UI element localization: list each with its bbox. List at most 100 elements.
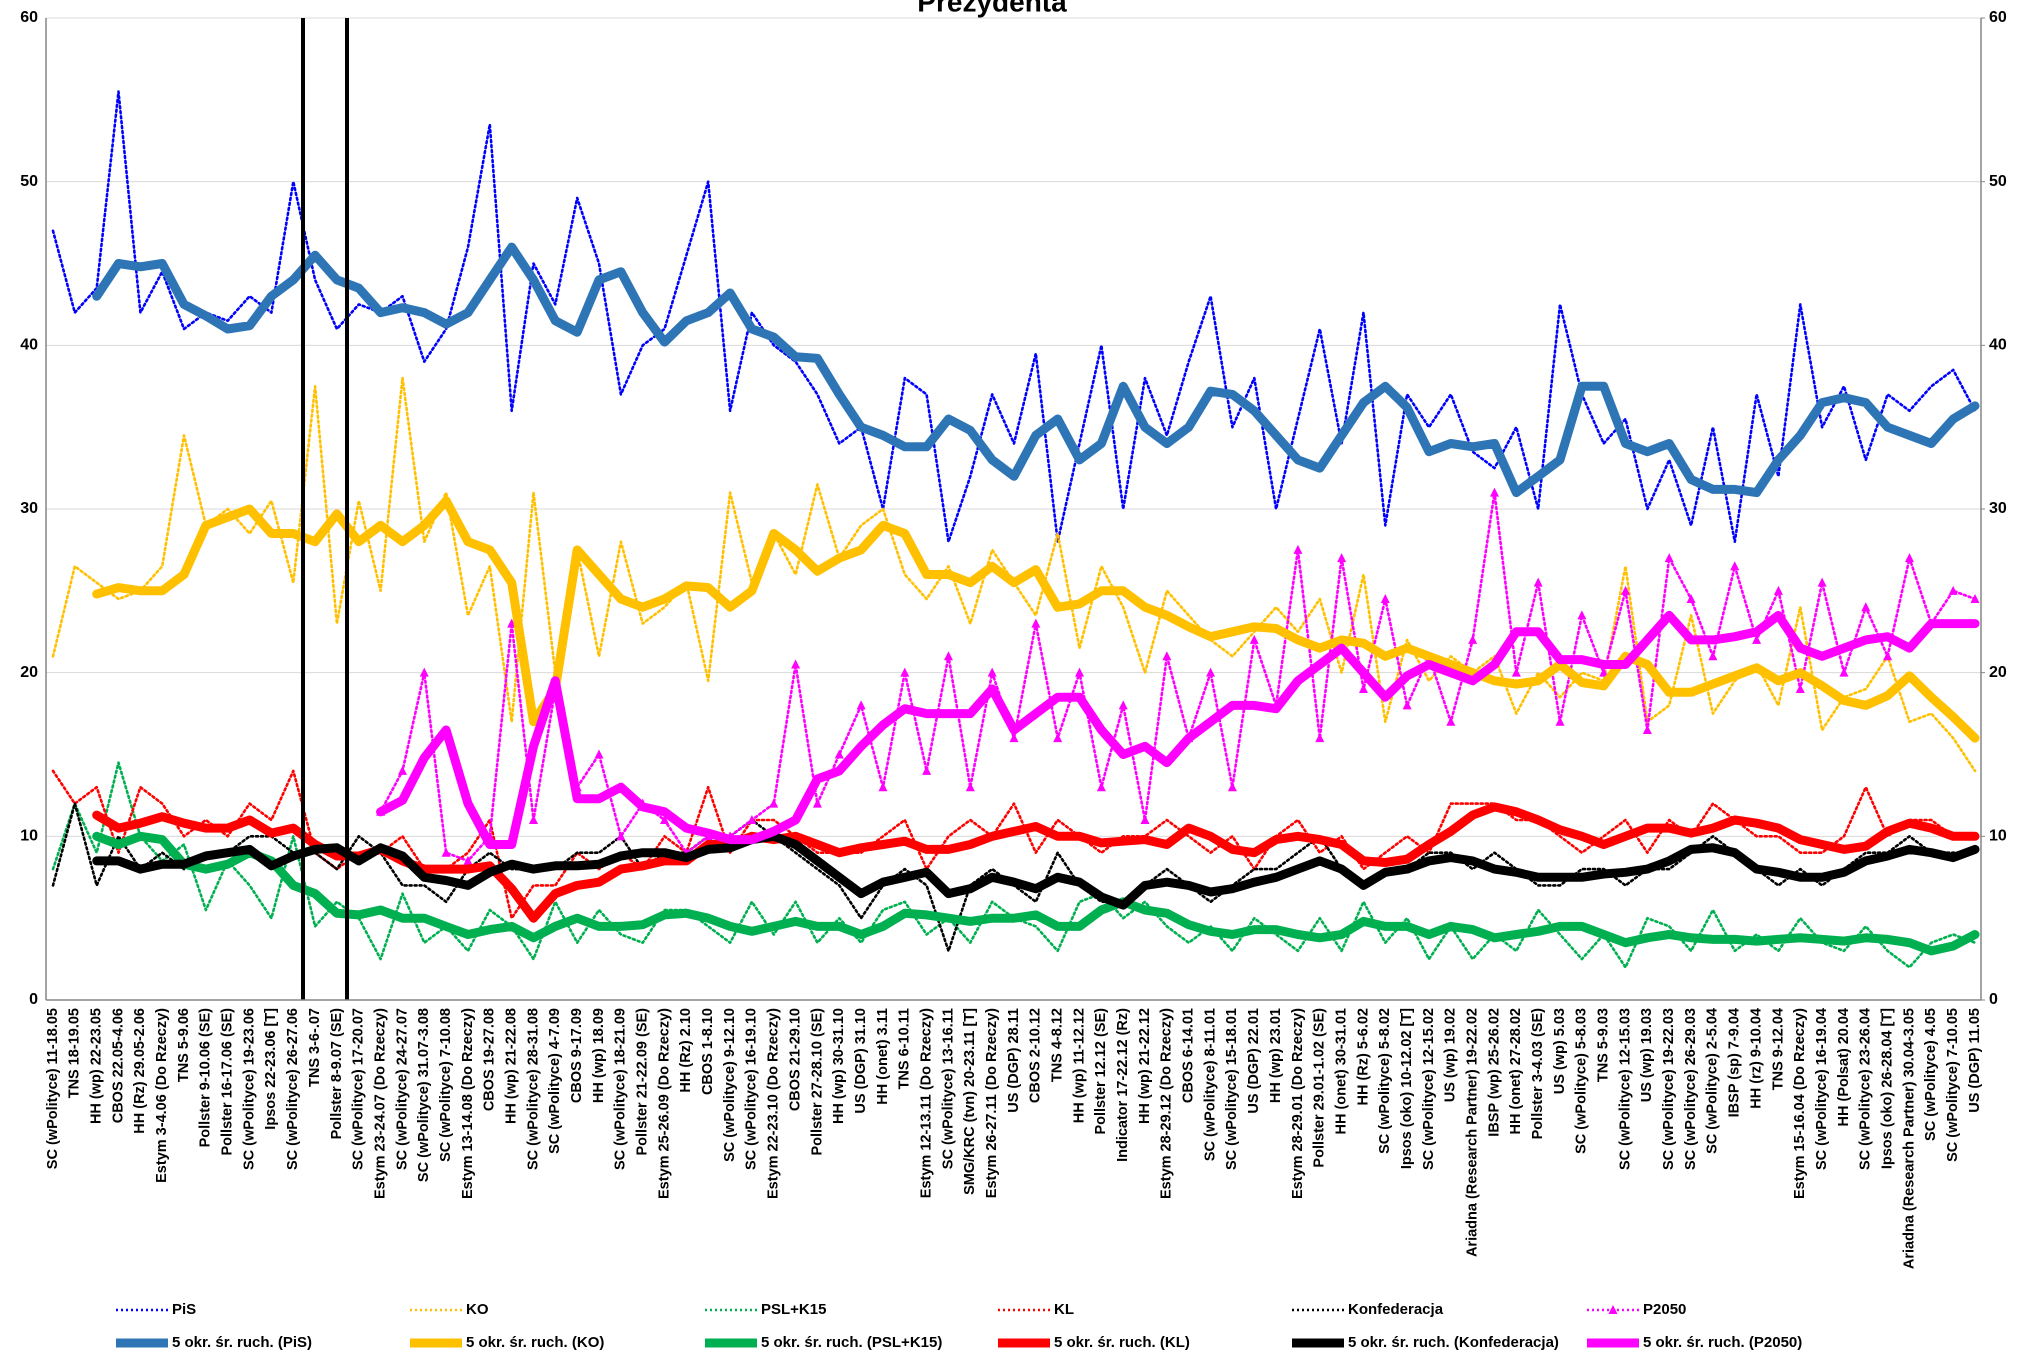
- x-tick-label: US (DGP) 22.01: [1246, 1008, 1262, 1114]
- triangle-marker: [1446, 716, 1456, 726]
- x-tick-label: Pollster 27-28.10 (SE): [809, 1008, 825, 1156]
- x-tick-label: SC (wPolityce) 15-18.01: [1224, 1008, 1240, 1170]
- x-tick-label: SMG/KRC (tvn) 20-23.11 [T]: [962, 1008, 978, 1195]
- triangle-marker: [1533, 577, 1543, 587]
- triangle-marker: [1468, 634, 1478, 644]
- x-tick-label: Ipsos 22-23.06 [T]: [263, 1008, 279, 1130]
- x-tick-label: SC (wPolityce) 2-5.04: [1705, 1008, 1721, 1154]
- x-tick-label: TNS 9-12.04: [1770, 1008, 1786, 1090]
- x-tick-label: Estym 15-16.04 (Do Rzeczy): [1792, 1008, 1808, 1199]
- x-tick-label: SC (wPolityce) 19-22.03: [1661, 1008, 1677, 1170]
- legend-label: 5 okr. śr. ruch. (P2050): [1643, 1334, 1802, 1351]
- x-tick-label: Indicator 17-22.12 (Rz): [1115, 1008, 1131, 1162]
- x-tick-label: HH (Rz) 29.05-2.06: [132, 1008, 148, 1134]
- grid: [46, 17, 1981, 1001]
- triangle-marker: [1227, 782, 1237, 792]
- x-tick-label: SC (wPolityce) 13-16.11: [940, 1008, 956, 1169]
- y2-tick-label: 60: [1989, 9, 2007, 26]
- x-tick-label: US (wp) 5.03: [1552, 1008, 1568, 1094]
- y2-tick-label: 40: [1989, 337, 2007, 354]
- triangle-marker: [1402, 700, 1412, 710]
- x-tick-label: US (DGP) 28.11: [1006, 1008, 1022, 1113]
- triangle-marker: [1511, 667, 1521, 677]
- triangle-marker: [747, 814, 757, 824]
- triangle-marker: [1904, 553, 1914, 563]
- x-tick-label: Estym 13-14.08 (Do Rzeczy): [460, 1008, 476, 1199]
- poll-line: [51, 769, 1977, 920]
- x-tick-label: TNS 6-10.11: [897, 1008, 913, 1089]
- x-tick-label: TNS 4-8.12: [1050, 1008, 1066, 1082]
- x-tick-label: SC (wPolityce) 7-10.08: [438, 1008, 454, 1162]
- triangle-marker: [1883, 651, 1893, 661]
- triangle-marker: [1380, 594, 1390, 604]
- x-tick-label: HH (onet) 30-31.01: [1333, 1008, 1349, 1135]
- triangle-marker: [1642, 724, 1652, 734]
- x-tick-label: HH (wp) 18.09: [591, 1008, 607, 1103]
- x-tick-label: Estym 22-23.10 (Do Rzeczy): [766, 1008, 782, 1199]
- triangle-marker: [529, 814, 538, 824]
- triangle-marker: [1577, 610, 1587, 620]
- triangle-marker: [1730, 561, 1740, 571]
- x-tick-label: SC (wPolityce) 12-15.03: [1617, 1008, 1633, 1170]
- moving-average-line: [92, 831, 1980, 910]
- triangle-marker: [987, 667, 997, 677]
- triangle-marker: [1315, 733, 1325, 743]
- legend-label: PSL+K15: [761, 1301, 826, 1318]
- x-tick-label: Pollster 21-22.09 (SE): [635, 1008, 651, 1156]
- x-tick-label: SC (wPolityce) 18-21.09: [613, 1008, 629, 1170]
- y-tick-label: 50: [20, 173, 38, 190]
- y2-tick-label: 30: [1989, 500, 2007, 517]
- triangle-marker: [1948, 585, 1958, 595]
- y2-tick-label: 0: [1989, 991, 1998, 1008]
- x-tick-label: TNS 5-9.03: [1596, 1008, 1612, 1082]
- triangle-marker: [1599, 667, 1609, 677]
- y-tick-label: 0: [29, 991, 38, 1008]
- x-tick-label: SC (wPolityce) 26-29.03: [1683, 1008, 1699, 1170]
- x-tick-label: CBOS 2-10.12: [1028, 1008, 1044, 1103]
- triangle-marker: [1053, 733, 1063, 743]
- x-tick-label: SC (wPolityce) 4-7.09: [547, 1008, 563, 1154]
- triangle-marker: [1555, 716, 1565, 726]
- x-tick-label: Ariadna (Research Partner) 30.04-3.05: [1901, 1008, 1917, 1269]
- triangle-marker: [1752, 634, 1762, 644]
- triangle-marker: [878, 782, 888, 792]
- x-tick-label: IBSP (sp) 7-9.04: [1727, 1008, 1743, 1117]
- x-tick-label: HH (onet) 27-28.02: [1508, 1008, 1524, 1135]
- triangle-marker: [616, 831, 626, 841]
- triangle-marker: [1861, 602, 1871, 612]
- x-tick-label: Pollster 12.12 (SE): [1093, 1008, 1109, 1135]
- x-tick-label: TNS 18-19.05: [67, 1008, 83, 1098]
- triangle-marker: [922, 765, 932, 775]
- legend: PiS KO PSL+K15 KL Konfederacja P2050 5 okr. śr…: [116, 1301, 1802, 1351]
- x-tick-label: Ipsos (oko) 26-28.04 [T]: [1879, 1008, 1895, 1169]
- x-tick-label: SC (wPolityce) 8-11.01: [1202, 1008, 1218, 1161]
- legend-label: 5 okr. śr. ruch. (KL): [1054, 1334, 1190, 1351]
- legend-label: KO: [466, 1301, 489, 1318]
- legend-label: 5 okr. śr. ruch. (PSL+K15): [761, 1334, 942, 1351]
- x-tick-label: Pollster 16-17.06 (SE): [220, 1008, 236, 1156]
- x-tick-label: SC (wPolityce) 26-27.06: [285, 1008, 301, 1170]
- triangle-marker: [397, 765, 407, 775]
- triangle-marker: [1162, 651, 1172, 661]
- x-tick-label: Pollster 29.01-1.02 (SE): [1312, 1008, 1328, 1168]
- x-tick-label: IBSP (wp) 25-26.02: [1486, 1008, 1502, 1137]
- x-tick-label: CBOS 22.05-4.06: [110, 1008, 126, 1123]
- x-tick-label: US (wp) 19.03: [1639, 1008, 1655, 1102]
- triangle-marker: [1773, 585, 1783, 595]
- y-tick-label: 20: [20, 664, 38, 681]
- triangle-marker: [1293, 544, 1303, 554]
- x-tick-label: US (DGP) 11.05: [1967, 1008, 1983, 1113]
- x-tick-label: SC (wPolityce) 5-8.03: [1574, 1008, 1590, 1154]
- y-tick-label: 10: [20, 828, 38, 845]
- y-tick-label: 60: [20, 9, 38, 26]
- x-tick-label: HH (wp) 21-22.08: [503, 1008, 519, 1124]
- x-tick-label: SC (wPolityce) 31.07-3.08: [416, 1008, 432, 1182]
- chart-title: Prezydenta: [917, 0, 1067, 17]
- moving-average-line: [92, 496, 1980, 743]
- triangle-marker: [900, 667, 910, 677]
- x-tick-label: Estym 12-13.11 (Do Rzeczy): [918, 1008, 934, 1198]
- triangle-marker: [1621, 585, 1631, 595]
- x-tick-label: HH (Rz) 2.10: [678, 1008, 694, 1093]
- x-tick-label: HH (onet) 3.11: [875, 1008, 891, 1105]
